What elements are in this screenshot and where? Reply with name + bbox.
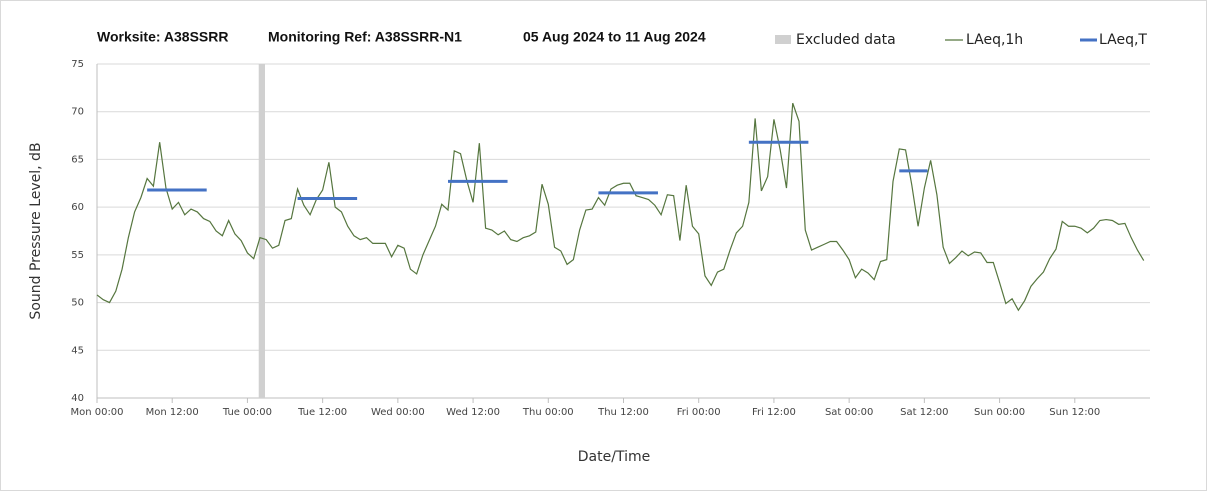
y-tick-label: 45 <box>71 345 84 356</box>
y-tick-label: 70 <box>71 107 84 118</box>
chart-title: Monitoring Ref: A38SSRR-N1 <box>268 29 462 45</box>
y-tick-label: 60 <box>71 202 84 213</box>
y-tick-label: 40 <box>71 393 84 404</box>
x-tick-label: Fri 12:00 <box>752 407 796 418</box>
x-tick-label: Wed 12:00 <box>446 407 500 418</box>
laeq-1h-line <box>96 102 1145 312</box>
x-tick-label: Thu 00:00 <box>522 407 574 418</box>
chart-title: Worksite: A38SSRR <box>97 29 228 45</box>
chart-title: 05 Aug 2024 to 11 Aug 2024 <box>523 29 706 45</box>
x-tick-label: Sat 12:00 <box>900 407 948 418</box>
y-tick-label: 50 <box>71 298 84 309</box>
y-tick-label: 65 <box>71 154 84 165</box>
x-tick-label: Wed 00:00 <box>371 407 425 418</box>
x-tick-label: Tue 12:00 <box>297 407 347 418</box>
x-tick-label: Tue 00:00 <box>222 407 272 418</box>
excluded-band <box>258 64 265 398</box>
x-tick-label: Sun 12:00 <box>1049 407 1100 418</box>
x-tick-label: Fri 00:00 <box>677 407 721 418</box>
x-tick-label: Mon 12:00 <box>146 407 199 418</box>
legend-label: Excluded data <box>796 32 896 48</box>
y-axis-label: Sound Pressure Level, dB <box>28 142 44 319</box>
y-tick-label: 75 <box>71 59 84 70</box>
x-tick-label: Sat 00:00 <box>825 407 873 418</box>
x-tick-label: Sun 00:00 <box>974 407 1025 418</box>
y-tick-label: 55 <box>71 250 84 261</box>
x-axis-label: Date/Time <box>578 449 650 465</box>
x-tick-label: Thu 12:00 <box>597 407 649 418</box>
x-tick-label: Mon 00:00 <box>70 407 123 418</box>
legend-label: LAeq,T <box>1099 32 1147 48</box>
legend-label: LAeq,1h <box>966 32 1023 48</box>
legend-swatch <box>775 35 791 44</box>
